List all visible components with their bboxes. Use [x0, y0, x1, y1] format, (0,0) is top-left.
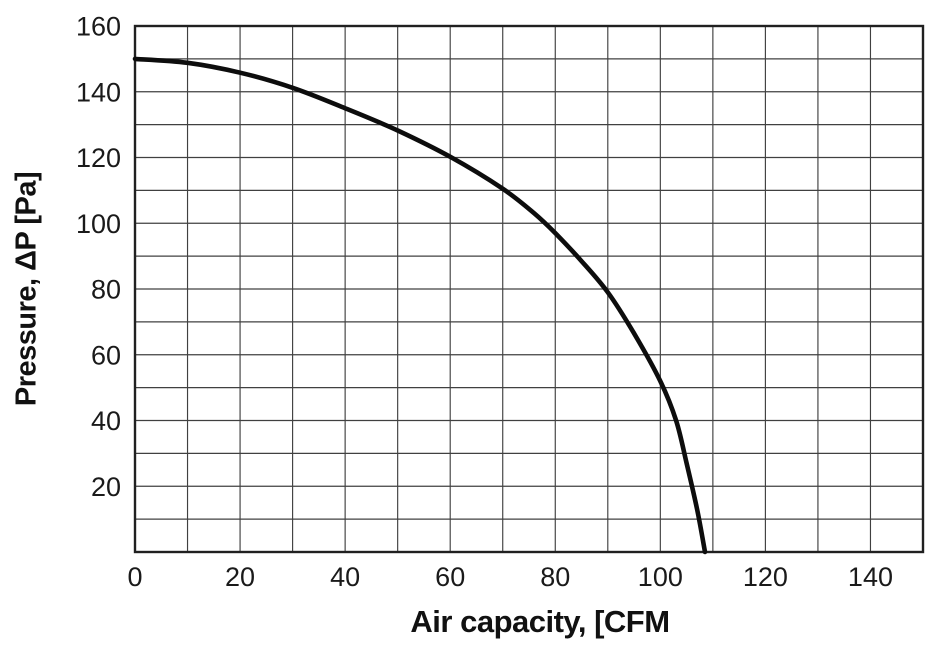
y-tick-label-100: 100 — [76, 209, 121, 239]
x-tick-label-40: 40 — [330, 562, 360, 592]
y-axis-title: Pressure, ΔP [Pa] — [10, 171, 43, 407]
x-tick-label-0: 0 — [127, 562, 142, 592]
x-axis-title: Air capacity, [CFM — [410, 604, 670, 639]
y-tick-label-60: 60 — [91, 340, 121, 370]
plot-border — [133, 24, 925, 554]
x-tick-label-20: 20 — [225, 562, 255, 592]
y-tick-label-80: 80 — [91, 275, 121, 305]
x-tick-label-120: 120 — [743, 562, 788, 592]
x-tick-label-100: 100 — [638, 562, 683, 592]
y-tick-label-140: 140 — [76, 77, 121, 107]
x-tick-label-140: 140 — [848, 562, 893, 592]
y-tick-label-20: 20 — [91, 472, 121, 502]
y-tick-label-40: 40 — [91, 406, 121, 436]
tick-labels: 0 20 40 60 80 100 120 140 20 40 60 80 100 120 140 160 — [76, 12, 893, 593]
x-tick-label-80: 80 — [540, 562, 570, 592]
fan-pressure-vs-airflow-curve — [132, 56, 708, 555]
y-tick-label-160: 160 — [76, 12, 121, 42]
y-tick-label-120: 120 — [76, 143, 121, 173]
x-tick-label-60: 60 — [435, 562, 465, 592]
